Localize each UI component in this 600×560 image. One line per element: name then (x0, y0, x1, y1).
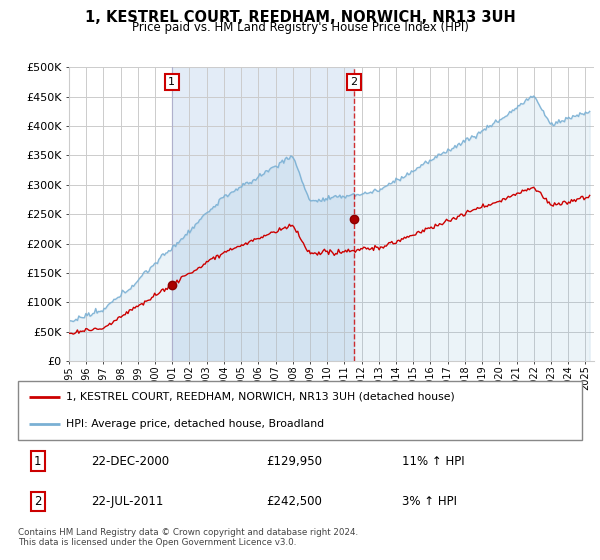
Text: Contains HM Land Registry data © Crown copyright and database right 2024.
This d: Contains HM Land Registry data © Crown c… (18, 528, 358, 547)
Text: 2: 2 (350, 77, 358, 87)
Text: 1, KESTREL COURT, REEDHAM, NORWICH, NR13 3UH (detached house): 1, KESTREL COURT, REEDHAM, NORWICH, NR13… (66, 391, 455, 402)
Text: 1: 1 (168, 77, 175, 87)
Text: 22-DEC-2000: 22-DEC-2000 (91, 455, 169, 468)
Text: HPI: Average price, detached house, Broadland: HPI: Average price, detached house, Broa… (66, 419, 324, 429)
Text: 1: 1 (34, 455, 41, 468)
Text: 3% ↑ HPI: 3% ↑ HPI (401, 495, 457, 508)
Text: 1, KESTREL COURT, REEDHAM, NORWICH, NR13 3UH: 1, KESTREL COURT, REEDHAM, NORWICH, NR13… (85, 10, 515, 25)
Text: £242,500: £242,500 (266, 495, 322, 508)
Text: 11% ↑ HPI: 11% ↑ HPI (401, 455, 464, 468)
Bar (172, 67, 354, 361)
Text: Price paid vs. HM Land Registry's House Price Index (HPI): Price paid vs. HM Land Registry's House … (131, 21, 469, 34)
Text: 2: 2 (34, 495, 41, 508)
FancyBboxPatch shape (18, 381, 582, 440)
Text: 22-JUL-2011: 22-JUL-2011 (91, 495, 164, 508)
Text: £129,950: £129,950 (266, 455, 322, 468)
